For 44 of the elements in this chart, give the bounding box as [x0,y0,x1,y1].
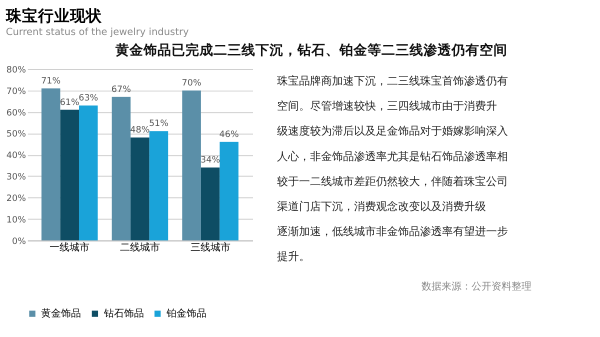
legend-label: 铂金饰品 [165,308,206,320]
data-label: 71% [41,76,61,86]
data-label: 48% [130,126,150,136]
bar [182,90,201,240]
bar [200,168,220,240]
data-label: 46% [219,130,239,140]
bar [78,105,98,240]
data-label: 61% [60,98,80,108]
y-tick-label: 80% [6,65,26,76]
x-tick-label: 一线城市 [50,242,90,254]
text: 提升。 [277,250,310,264]
data-label: 67% [111,84,131,95]
text: 人心，非金饰品渗透率尤其是钻石饰品渗透率相 [277,150,508,163]
chart-title: 珠宝行业现状 [4,6,103,26]
data-label: 70% [182,78,202,89]
x-tick-label: 三线城市 [190,242,230,254]
y-tick-label: 40% [6,151,26,162]
y-tick-label: 20% [6,194,26,204]
y-tick-label: 30% [6,172,26,183]
text: 较于一二线城市差距仍然较大，伴随着珠宝公司 [277,174,508,188]
text: 空间。尽管增速较快，三四线城市由于消费升 [277,100,497,113]
x-tick-label: 二线城市 [120,242,160,254]
bar [112,96,131,240]
bar [220,142,238,240]
chart-subtitle: Current status of the jewelry industry [6,26,189,38]
source-note: 数据来源：公开资料整理 [421,280,532,292]
text: 逐渐加速，低线城市非金饰品渗透率有望进一步 [277,225,508,238]
y-tick-label: 50% [6,130,26,140]
y-tick-label: 60% [6,108,26,118]
legend-label: 钻石饰品 [102,308,144,320]
bar [130,138,150,240]
data-label: 51% [148,119,169,130]
data-label: 63% [78,94,98,104]
bar [60,110,79,240]
legend-label: 黄金饰品 [41,308,82,320]
y-tick-label: 10% [6,215,26,226]
y-tick-label: 0% [12,236,26,247]
text: 渠道门店下沉，消费观念改变以及消费升级 [277,200,486,213]
text: 黄金饰品已完成二三线下沉，钻石、铂金等二三线渗透仍有空间 [114,41,508,58]
bar [41,88,60,240]
text: 级速度较为滞后以及足金饰品对于婚嫁影响深入 [277,124,508,138]
y-tick-label: 70% [6,86,26,97]
bar [149,131,168,240]
text: 珠宝品牌商加速下沉，二三线珠宝首饰渗透仍有 [277,74,508,88]
